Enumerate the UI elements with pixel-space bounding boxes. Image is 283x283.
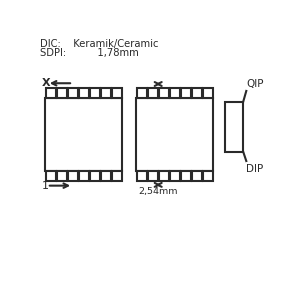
Bar (192, 171, 202, 181)
Bar (112, 88, 122, 98)
Bar (225, 102, 243, 152)
Bar (57, 171, 67, 181)
Bar (68, 171, 78, 181)
Bar (68, 88, 78, 98)
Bar (57, 88, 67, 98)
Text: X: X (42, 78, 51, 88)
Text: DIP: DIP (246, 164, 263, 174)
Bar (148, 88, 158, 98)
Bar (90, 88, 100, 98)
Bar (203, 88, 213, 98)
Bar (101, 88, 111, 98)
Bar (90, 171, 100, 181)
Bar (45, 98, 122, 171)
Text: 1: 1 (42, 181, 49, 191)
Bar (137, 171, 147, 181)
Text: DIC:    Keramik/Ceramic: DIC: Keramik/Ceramic (40, 39, 158, 49)
Bar (101, 171, 111, 181)
Bar (192, 88, 202, 98)
Text: 2,54mm: 2,54mm (138, 187, 178, 196)
Bar (170, 171, 180, 181)
Bar (159, 171, 169, 181)
Bar (148, 171, 158, 181)
Bar (46, 171, 56, 181)
Bar (203, 171, 213, 181)
Bar (79, 88, 89, 98)
Text: QIP: QIP (246, 80, 264, 89)
Bar (112, 171, 122, 181)
Bar (170, 88, 180, 98)
Bar (181, 88, 191, 98)
Bar (159, 88, 169, 98)
Bar (79, 171, 89, 181)
Bar (46, 88, 56, 98)
Bar (137, 88, 147, 98)
Bar (181, 171, 191, 181)
Bar (136, 98, 213, 171)
Text: SDPI:          1,78mm: SDPI: 1,78mm (40, 48, 139, 58)
